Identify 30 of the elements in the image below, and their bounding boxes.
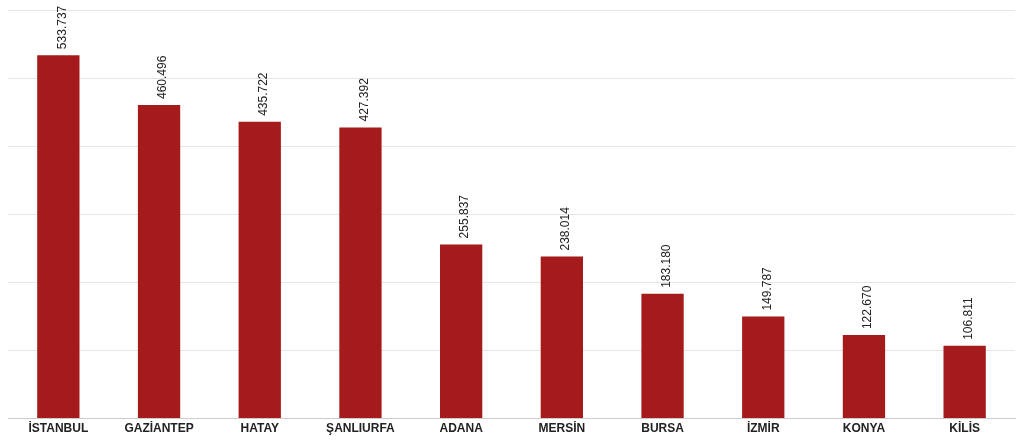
data-label: 238.014: [558, 206, 573, 251]
bar: [238, 121, 281, 419]
bar: [540, 256, 583, 419]
data-label: 183.180: [658, 244, 673, 288]
bar: [440, 244, 483, 419]
data-label: 149.787: [759, 266, 774, 311]
x-tick-label: KONYA: [842, 421, 886, 436]
bar: [742, 316, 785, 419]
x-tick-label: MERSİN: [538, 420, 586, 436]
data-label: 106.811: [960, 297, 975, 340]
bar: [842, 335, 886, 419]
data-label: 255.837: [457, 194, 472, 239]
x-tick-label: ADANA: [439, 421, 484, 436]
bar: [943, 345, 986, 419]
x-tick-label: GAZİANTEP: [124, 420, 194, 436]
data-label: 533.737: [54, 5, 69, 50]
data-label: 122.670: [860, 285, 875, 330]
x-tick-label: BURSA: [641, 421, 685, 436]
x-tick-label: ŞANLIURFA: [326, 421, 396, 436]
x-tick-label: HATAY: [240, 421, 279, 436]
x-tick-label: İZMİR: [746, 420, 780, 436]
bar: [137, 105, 181, 419]
x-tick-label: KİLİS: [949, 420, 980, 436]
x-tick-label: İSTANBUL: [28, 420, 89, 436]
bar: [37, 55, 80, 419]
data-label: 435.722: [256, 72, 271, 116]
bar: [641, 293, 684, 419]
data-label: 460.496: [155, 55, 170, 99]
data-label: 427.392: [356, 77, 371, 122]
bar: [339, 127, 382, 419]
